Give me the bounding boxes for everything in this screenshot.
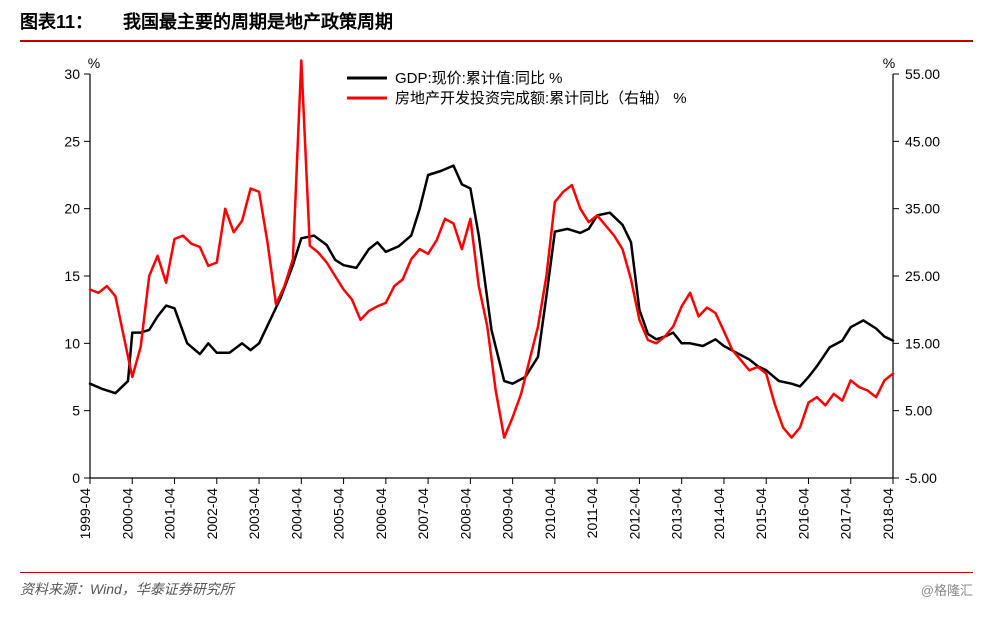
legend-series2: 房地产开发投资完成额:累计同比（右轴） %: [395, 90, 687, 107]
svg-text:2004-04: 2004-04: [288, 488, 304, 540]
svg-text:2003-04: 2003-04: [246, 488, 262, 540]
svg-text:0: 0: [72, 470, 80, 486]
svg-text:5: 5: [72, 403, 80, 419]
svg-text:2016-04: 2016-04: [795, 488, 811, 540]
figure-label: 图表11：: [20, 8, 93, 34]
source-text: 资料来源：Wind，华泰证券研究所: [20, 579, 234, 599]
series-realestate-line: [90, 61, 893, 438]
svg-text:2007-04: 2007-04: [415, 488, 431, 540]
svg-text:5.00: 5.00: [905, 403, 932, 419]
svg-text:15.00: 15.00: [905, 335, 940, 351]
svg-text:55.00: 55.00: [905, 66, 940, 82]
svg-text:%: %: [883, 55, 895, 71]
svg-text:2006-04: 2006-04: [373, 488, 389, 540]
svg-text:%: %: [88, 55, 100, 71]
svg-text:20: 20: [64, 201, 80, 217]
svg-text:45.00: 45.00: [905, 133, 940, 149]
figure-title: 我国最主要的周期是地产政策周期: [123, 8, 393, 34]
svg-text:2013-04: 2013-04: [669, 488, 685, 540]
svg-text:35.00: 35.00: [905, 201, 940, 217]
svg-text:2018-04: 2018-04: [880, 488, 896, 540]
svg-text:2015-04: 2015-04: [753, 488, 769, 540]
svg-text:30: 30: [64, 66, 80, 82]
svg-text:2000-04: 2000-04: [119, 488, 135, 540]
title-row: 图表11： 我国最主要的周期是地产政策周期: [20, 0, 973, 40]
svg-text:10: 10: [64, 335, 80, 351]
svg-text:2017-04: 2017-04: [838, 488, 854, 540]
svg-text:25.00: 25.00: [905, 268, 940, 284]
svg-text:1999-04: 1999-04: [77, 488, 93, 540]
svg-text:2014-04: 2014-04: [711, 488, 727, 540]
chart-area: 0 5 10 15 20 25 30 -5.00 5.00 15.00 25.00 35.00 45.0…: [20, 48, 973, 568]
svg-text:-5.00: -5.00: [905, 470, 937, 486]
svg-text:2009-04: 2009-04: [500, 488, 516, 540]
svg-text:2002-04: 2002-04: [204, 488, 220, 540]
svg-text:2012-04: 2012-04: [626, 488, 642, 540]
svg-text:2001-04: 2001-04: [162, 488, 178, 540]
svg-text:2010-04: 2010-04: [542, 488, 558, 540]
svg-text:2008-04: 2008-04: [457, 488, 473, 540]
svg-text:25: 25: [64, 133, 80, 149]
title-underline: [20, 40, 973, 42]
line-chart-svg: 0 5 10 15 20 25 30 -5.00 5.00 15.00 25.00 35.00 45.0…: [20, 48, 973, 568]
svg-text:2011-04: 2011-04: [584, 488, 600, 539]
svg-text:15: 15: [64, 268, 80, 284]
watermark-text: @格隆汇: [921, 580, 973, 599]
legend-series1: GDP:现价:累计值:同比 %: [395, 70, 563, 87]
chart-card: 图表11： 我国最主要的周期是地产政策周期 0 5 10 15 20 25 30 -5.00 5…: [0, 0, 993, 627]
footer-row: 资料来源：Wind，华泰证券研究所 @格隆汇: [20, 573, 973, 599]
svg-text:2005-04: 2005-04: [331, 488, 347, 540]
